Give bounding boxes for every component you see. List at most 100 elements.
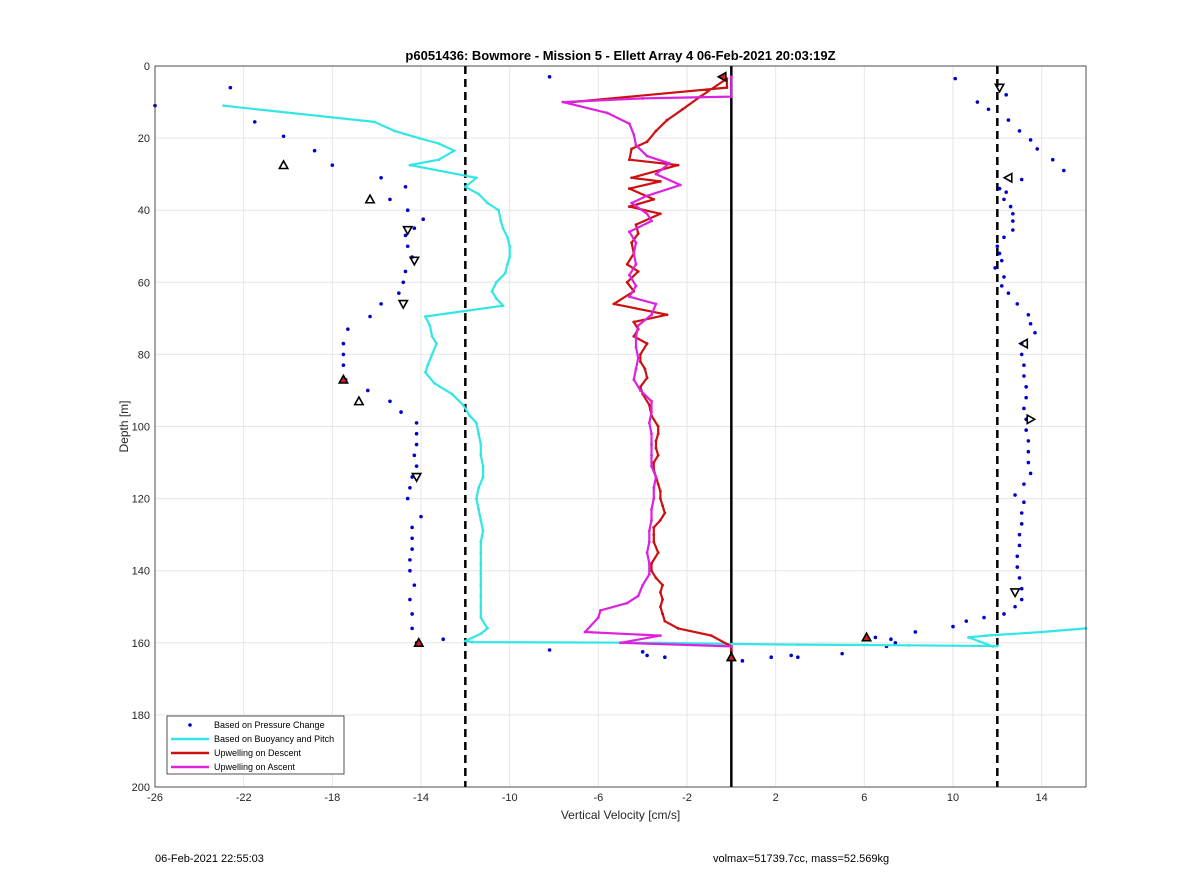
pressure-point [1002,612,1006,616]
series-vertex [650,432,653,436]
series-vertex [652,486,656,490]
pressure-point [769,655,774,660]
series-vertex [625,601,629,605]
series-vertex [991,645,995,648]
pressure-point [412,226,417,231]
series-vertex [656,425,660,428]
footer-mass-info: volmax=51739.7cc, mass=52.569kg [713,853,890,865]
triangle-marker [413,636,425,647]
pressure-point [1015,554,1020,559]
pressure-point [1022,500,1026,505]
series-vertex [463,639,467,643]
pressure-point [346,327,350,331]
pressure-point [1019,177,1024,182]
pressure-point [330,163,335,167]
x-tick-label: -26 [147,792,163,804]
grid-lines [154,65,1086,788]
pressure-point [789,653,793,658]
series-vertex [729,645,733,648]
x-tick-label: 10 [947,792,959,804]
series-line [223,104,1087,648]
y-tick-label: 120 [132,494,150,506]
pressure-point [1028,471,1033,476]
series-vertex [659,179,662,183]
series-vertex [490,289,494,293]
series-vertex [468,414,472,418]
pressure-point [414,431,419,436]
series-vertex [475,176,478,180]
series-vertex [634,284,638,288]
pressure-point [408,568,412,573]
series-vertex [408,163,412,167]
x-tick-label: -18 [324,792,340,804]
series-vertex [659,489,662,493]
series-vertex [479,562,483,565]
pressure-point [408,597,412,602]
series-vertex [647,572,651,576]
pressure-point [1006,118,1011,122]
x-tick-label: -10 [502,792,518,804]
pressure-point [663,655,667,660]
series-vertex [729,75,733,79]
x-tick-label: -22 [236,792,252,804]
pressure-point [252,120,257,124]
series-vertex [452,149,456,153]
series-vertex [650,453,653,457]
series-vertex [661,598,665,601]
pressure-point [1002,235,1006,240]
series-vertex [665,118,669,122]
pressure-point [953,76,958,81]
chart-title: p6051436: Bowmore - Mission 5 - Ellett A… [405,48,835,63]
series-vertex [634,334,638,338]
series-vertex [659,590,662,594]
triangle-marker [1002,172,1013,184]
series-vertex [477,192,481,196]
series-vertex [632,378,636,382]
y-tick-label: 100 [132,422,150,434]
series-vertex [477,486,481,490]
series-vertex [995,644,999,648]
series-vertex [479,616,483,619]
y-tick-label: 180 [132,710,150,722]
pressure-point [410,547,414,551]
series-vertex [424,371,427,374]
triangle-marker [993,83,1006,94]
series-vertex [645,140,649,144]
series-vertex [650,464,653,468]
series-vertex [636,232,640,236]
series-vertex [627,273,631,277]
series-vertex [667,161,671,165]
series-vertex [663,619,667,623]
series-vertex [222,104,226,108]
pressure-point [379,302,383,306]
series-vertex [627,187,631,190]
series-vertex [481,464,485,468]
pressure-point [1013,493,1017,497]
series-vertex [641,583,645,587]
pressure-point [645,653,649,658]
pressure-point [312,148,317,153]
pressure-point [1026,460,1031,465]
x-tick-label: -6 [593,792,603,804]
series-vertex [796,643,800,647]
legend-label: Based on Pressure Change [214,720,325,730]
series-vertex [627,158,631,162]
pressure-point [893,641,898,645]
pressure-point [951,624,955,629]
series-vertex [494,280,498,284]
series-vertex [426,363,430,367]
pressure-point [1026,439,1031,443]
series-vertex [650,219,653,223]
series-vertex [641,97,645,100]
series-vertex [432,381,436,385]
series-vertex [659,634,662,637]
series-vertex [625,280,629,284]
pressure-point [913,630,918,634]
triangle-marker [725,651,737,662]
pressure-point [1002,275,1006,279]
series-vertex [654,302,658,306]
series-vertex [650,313,653,317]
series-vertex [650,569,653,573]
tick-labels: -26 -22 -18 -14 -10 -6 -2 2 6 10 14020406080100120… [132,61,1048,804]
series-vertex [645,154,649,158]
